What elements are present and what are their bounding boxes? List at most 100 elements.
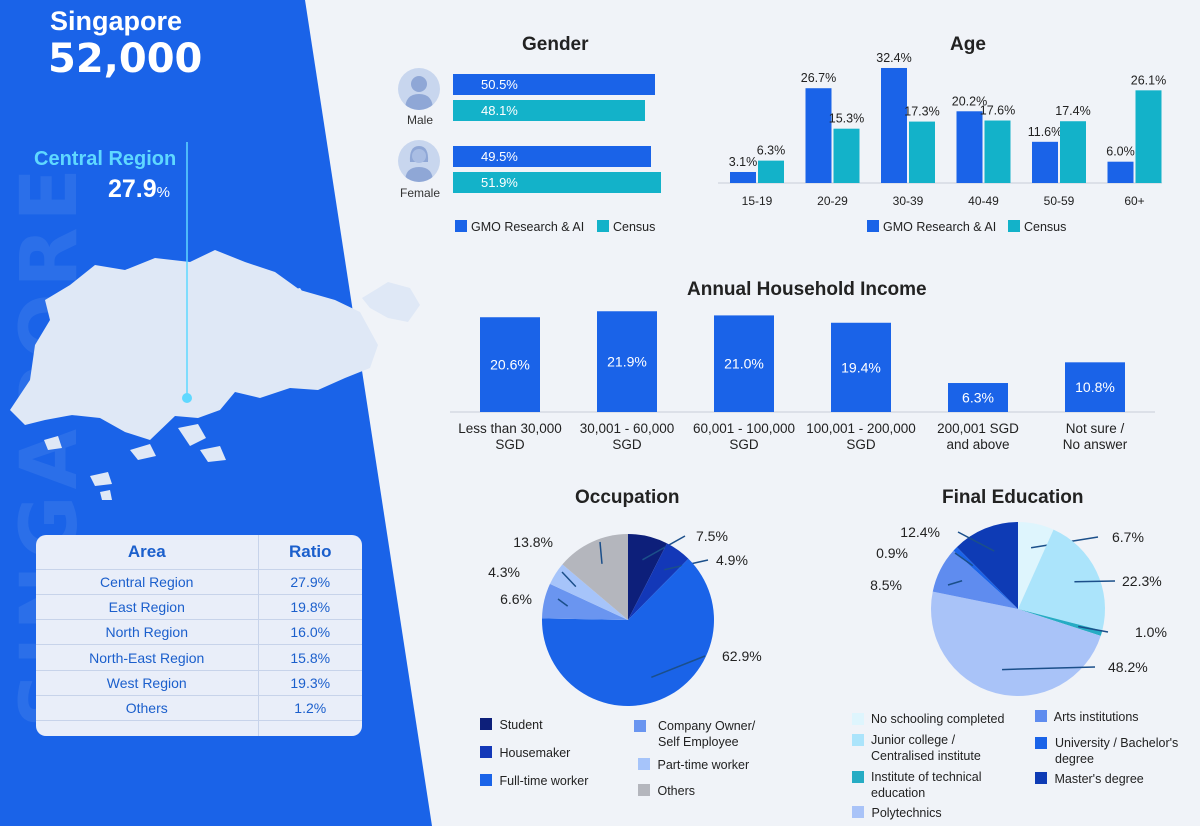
table-header-ratio: Ratio (289, 541, 332, 561)
legend-item-gmo: GMO Research & AI (867, 220, 996, 234)
age-bar-label: 11.6% (1028, 125, 1063, 139)
legend-item-arts: Arts institutions (1035, 710, 1139, 724)
legend-swatch (1035, 710, 1047, 722)
legend-label: Junior college / Centralised institute (871, 733, 981, 763)
legend-item-ite: Institute of technical education (852, 769, 1017, 801)
pie-slice (542, 583, 628, 620)
age-bar (1060, 121, 1086, 183)
legend-label: Arts institutions (1053, 710, 1139, 724)
pie-slice (562, 534, 628, 620)
legend-swatch (638, 758, 650, 770)
pie-slice-label: 12.4% (900, 524, 940, 540)
income-tick-label: SGD (495, 437, 525, 452)
legend-label: Polytechnics (871, 806, 942, 820)
legend-swatch (597, 220, 609, 232)
pie-slice (932, 550, 1018, 609)
legend-swatch (455, 220, 467, 232)
legend-label: University / Bachelor's degree (1055, 736, 1179, 766)
legend-swatch (1008, 220, 1020, 232)
age-bar-label: 15.3% (829, 112, 864, 126)
pie-slice (1018, 529, 1105, 631)
table-row: Others 1.2% (36, 694, 362, 721)
income-tick-label: SGD (612, 437, 642, 452)
legend-item-student: Student (480, 718, 543, 732)
highlight-region-value: 27.9% (108, 175, 170, 204)
pie-slice-label: 22.3% (1122, 573, 1162, 589)
highlight-value: 27.9 (108, 175, 157, 203)
income-tick-label: and above (946, 437, 1009, 452)
income-bar-label: 20.6% (490, 357, 530, 373)
gmo-bar-female: 49.5% (453, 146, 651, 167)
income-bar-label: 6.3% (962, 390, 994, 406)
pie-leader-line (651, 655, 706, 679)
pie-slice (1018, 522, 1054, 609)
legend-item-polytechnics: Polytechnics (852, 806, 942, 820)
empty-cell (258, 720, 362, 736)
pie-slice-label: 13.8% (513, 534, 553, 550)
legend-label: Census (613, 220, 656, 234)
legend-item-owner: Company Owner/ Self Employee (634, 718, 778, 750)
legend-item-no-schooling: No schooling completed (852, 711, 1027, 727)
legend-label: Census (1024, 220, 1067, 234)
income-tick-label: 60,001 - 100,000 (693, 421, 795, 436)
highlight-region-name: Central Region (34, 148, 177, 170)
pie-slice (628, 543, 689, 620)
legend-item-census: Census (597, 220, 655, 234)
pie-slice (628, 534, 668, 620)
age-title: Age (950, 34, 986, 55)
income-tick-label: 100,001 - 200,000 (806, 421, 916, 436)
income-bar (597, 311, 657, 412)
legend-item-junior-college: Junior college / Centralised institute (852, 732, 1017, 764)
gmo-bar-male: 50.5% (453, 74, 655, 95)
table-row: North-East Region 15.8% (36, 644, 362, 671)
pie-leader-line (1002, 666, 1096, 671)
population-count: 52,000 (48, 36, 203, 82)
area-cell: North-East Region (36, 644, 259, 671)
age-bar (758, 160, 784, 183)
age-bar (1135, 90, 1162, 183)
income-title: Annual Household Income (687, 279, 927, 300)
legend-swatch (480, 774, 492, 786)
occupation-chart: 7.5% 4.9% 62.9% 6.6% 4.3% 13.8% (488, 528, 762, 706)
income-bar (831, 322, 891, 412)
legend-item-masters: Master's degree (1035, 772, 1144, 786)
pie-slice-label: 8.5% (870, 577, 902, 593)
legend-swatch (852, 771, 864, 783)
occupation-title: Occupation (575, 487, 680, 508)
pie-slice-label: 0.9% (876, 545, 908, 561)
income-tick-label: Not sure / (1066, 421, 1125, 436)
age-bar (805, 88, 832, 183)
table-header-area: Area (36, 535, 259, 569)
income-bar (1065, 362, 1125, 412)
income-bar-label: 21.9% (607, 354, 647, 370)
legend-swatch (852, 734, 864, 746)
pie-slice-label: 6.6% (500, 591, 532, 607)
area-cell: Central Region (36, 568, 259, 595)
ratio-cell: 19.3% (258, 669, 362, 696)
table-row: Central Region 27.9% (36, 568, 362, 595)
age-tick-label: 60+ (1124, 194, 1144, 208)
income-tick-label: No answer (1063, 437, 1128, 452)
pie-slice-label: 48.2% (1108, 659, 1148, 675)
legend-item-others: Others (638, 784, 695, 798)
area-cell: West Region (36, 669, 259, 696)
area-cell: East Region (36, 593, 259, 620)
pie-leader-line (947, 580, 963, 586)
pie-leader-line (1078, 625, 1109, 633)
legend-label: Institute of technical education (871, 770, 982, 800)
legend-swatch (480, 718, 492, 730)
pie-slice-label: 1.0% (1135, 624, 1167, 640)
legend-item-fulltime: Full-time worker (480, 774, 588, 788)
ratio-cell: 16.0% (258, 619, 362, 645)
age-tick-label: 15-19 (742, 194, 773, 208)
age-bar (833, 128, 860, 183)
age-bar-label: 17.3% (904, 105, 939, 119)
area-cell: Others (36, 694, 259, 721)
table-row: North Region 16.0% (36, 619, 362, 645)
age-bar-label: 6.3% (757, 144, 786, 158)
pie-slice-label: 6.7% (1112, 529, 1144, 545)
pie-leader-line (642, 535, 686, 561)
age-bar-label: 26.1% (1131, 73, 1166, 87)
age-bar (1032, 141, 1058, 183)
